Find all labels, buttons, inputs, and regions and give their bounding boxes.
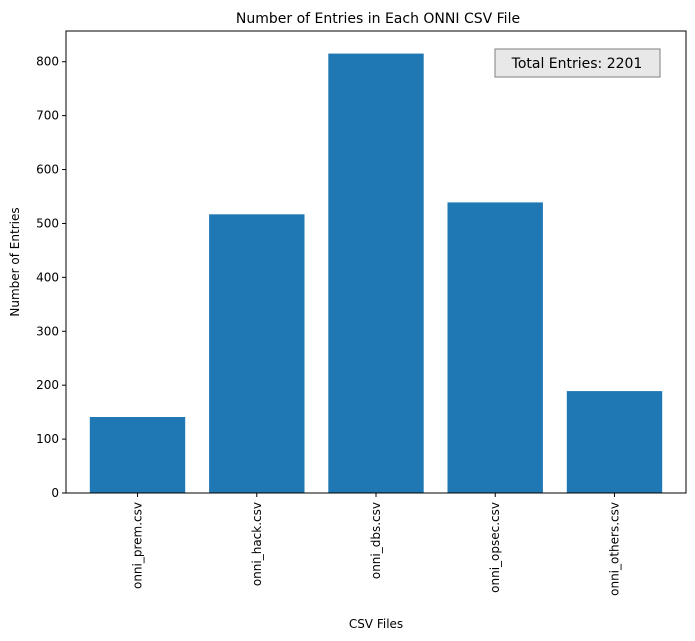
y-axis-label: Number of Entries xyxy=(8,207,22,316)
bar-onni-opsec xyxy=(447,202,543,493)
y-tick-label: 0 xyxy=(51,486,59,500)
y-tick-label: 500 xyxy=(36,216,59,230)
y-axis-ticks: 0 100 200 300 400 500 600 700 800 xyxy=(36,55,66,500)
y-tick-label: 300 xyxy=(36,324,59,338)
bar-onni-others xyxy=(566,391,663,493)
x-tick-label: onni_dbs.csv xyxy=(369,502,383,579)
x-tick-label: onni_hack.csv xyxy=(250,502,264,586)
annotation-box xyxy=(494,48,661,78)
y-tick-label: 200 xyxy=(36,378,59,392)
bar-onni-prem xyxy=(89,417,186,493)
x-axis-ticks: onni_prem.csv onni_hack.csv onni_dbs.csv on… xyxy=(131,493,621,596)
x-tick-label: onni_prem.csv xyxy=(131,502,145,589)
x-tick-label: onni_others.csv xyxy=(607,502,621,596)
y-tick-label: 100 xyxy=(36,432,59,446)
y-tick-label: 600 xyxy=(36,163,59,177)
total-entries-annotation: Total Entries: 2201 xyxy=(494,48,661,78)
bars-group xyxy=(89,53,663,494)
chart-title: Number of Entries in Each ONNI CSV File xyxy=(236,11,520,27)
bar-onni-hack xyxy=(209,214,305,494)
annotation-text: Total Entries: 2201 xyxy=(511,56,643,72)
x-tick-label: onni_opsec.csv xyxy=(488,502,502,593)
y-tick-label: 400 xyxy=(36,270,59,284)
bar-onni-dbs xyxy=(328,53,424,493)
y-tick-label: 800 xyxy=(36,55,59,69)
y-tick-label: 700 xyxy=(36,109,59,123)
x-axis-label: CSV Files xyxy=(349,617,403,631)
